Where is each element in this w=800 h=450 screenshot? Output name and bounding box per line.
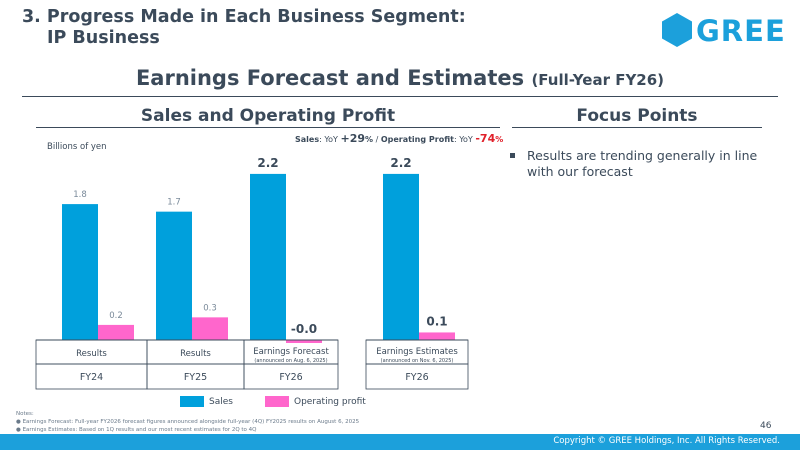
op-value-label: 0.2 [109, 311, 123, 321]
copyright: Copyright © GREE Holdings, Inc. All Righ… [553, 436, 780, 446]
category-label: Results [76, 349, 107, 359]
sales-value-label: 2.2 [257, 156, 278, 170]
page-title: Earnings Forecast and Estimates (Full-Ye… [135, 66, 665, 90]
growth-summary: Sales: YoY +29% / Operating Profit: YoY … [295, 132, 504, 145]
category-label: Results [180, 349, 211, 359]
sales-bar [62, 204, 98, 340]
hexagon-icon [662, 13, 692, 47]
op-bar [419, 332, 455, 340]
legend-op-swatch [265, 396, 289, 407]
category-note: (announced on Aug. 6, 2025) [254, 358, 327, 364]
sales-bar [250, 173, 286, 340]
op-bar [286, 340, 322, 343]
sales-value-label: 1.7 [167, 198, 181, 208]
period-label: FY26 [405, 372, 428, 383]
section-heading: 3. Progress Made in Each Business Segmen… [22, 7, 466, 27]
op-bar [192, 317, 228, 340]
op-bar [98, 324, 134, 340]
period-label: FY25 [184, 372, 207, 383]
sales-section-title: Sales and Operating Profit [140, 106, 396, 126]
period-label: FY26 [279, 372, 302, 383]
op-value-label: 0.3 [203, 303, 217, 313]
sales-value-label: 2.2 [390, 156, 411, 170]
period-label: FY24 [80, 372, 103, 383]
period-cell [243, 363, 339, 390]
focus-section-title: Focus Points [576, 106, 698, 126]
unit-label: Billions of yen [47, 142, 107, 152]
title-divider [22, 96, 778, 97]
legend-op-label: Operating profit [294, 397, 366, 407]
legend-sales-swatch [180, 396, 204, 407]
sales-bar [383, 173, 419, 340]
category-note: (announced on Nov. 6, 2025) [381, 358, 454, 364]
gree-logo: GREE [660, 12, 785, 48]
category-label: Earnings Forecast [253, 347, 329, 357]
sales-bar [156, 211, 192, 340]
sales-value-label: 1.8 [73, 190, 87, 200]
focus-point: Results are trending generally in line w… [510, 148, 767, 180]
category-label: Earnings Estimates [376, 347, 458, 357]
legend-sales-label: Sales [209, 397, 233, 407]
sales-section-divider [36, 127, 500, 128]
logo-text: GREE [696, 14, 786, 48]
footer-bar [0, 434, 800, 450]
period-cell [365, 363, 469, 390]
op-value-label: -0.0 [291, 322, 317, 336]
focus-section-divider [512, 127, 762, 128]
sales-op-bar-chart: 1.8 0.2 1.7 0.3 2.2 -0.0 2.2 0.1 Results FY24 Resu… [35, 156, 469, 390]
page-number: 46 [760, 421, 772, 431]
op-value-label: 0.1 [426, 314, 447, 328]
section-heading-sub: IP Business [47, 28, 160, 48]
notes: Notes: ● Earnings Forecast: Full-year FY… [16, 411, 360, 433]
bullet-icon [510, 153, 515, 158]
